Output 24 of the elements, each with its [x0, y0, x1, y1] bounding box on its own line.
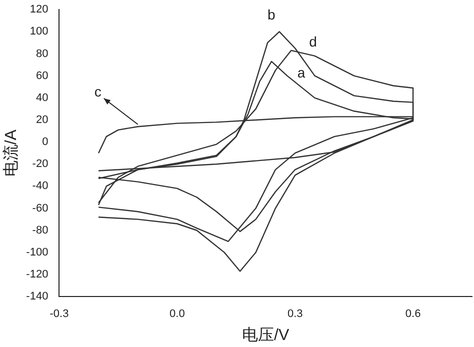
y-tick-label: 80 — [36, 48, 48, 60]
x-tick-label: -0.3 — [50, 308, 69, 320]
y-tick-label: 0 — [42, 136, 48, 148]
annotation: b — [267, 6, 276, 23]
annotation: c — [94, 83, 102, 100]
y-tick-label: 60 — [36, 70, 48, 82]
y-tick-label: 100 — [30, 26, 48, 38]
x-tick-label: 0.3 — [287, 308, 303, 320]
y-tick-label: -20 — [32, 158, 48, 170]
y-tick-label: -80 — [32, 224, 48, 236]
y-tick-label: -140 — [26, 290, 48, 303]
y-tick-label: -100 — [26, 246, 48, 258]
y-axis-title: 电流/A — [2, 129, 20, 177]
y-tick-label: 40 — [36, 92, 48, 104]
annotation: a — [297, 64, 306, 80]
y-tick-label: -60 — [32, 202, 48, 214]
x-axis-title: 电压/V — [242, 326, 290, 344]
x-tick-label: 0.0 — [170, 308, 185, 320]
y-tick-label: 120 — [30, 4, 48, 16]
annotation: d — [309, 33, 317, 50]
y-tick-label: 20 — [36, 114, 48, 126]
y-tick-label: -40 — [32, 180, 48, 192]
x-tick-label: 0.6 — [405, 308, 421, 320]
y-tick-label: -120 — [26, 268, 48, 281]
